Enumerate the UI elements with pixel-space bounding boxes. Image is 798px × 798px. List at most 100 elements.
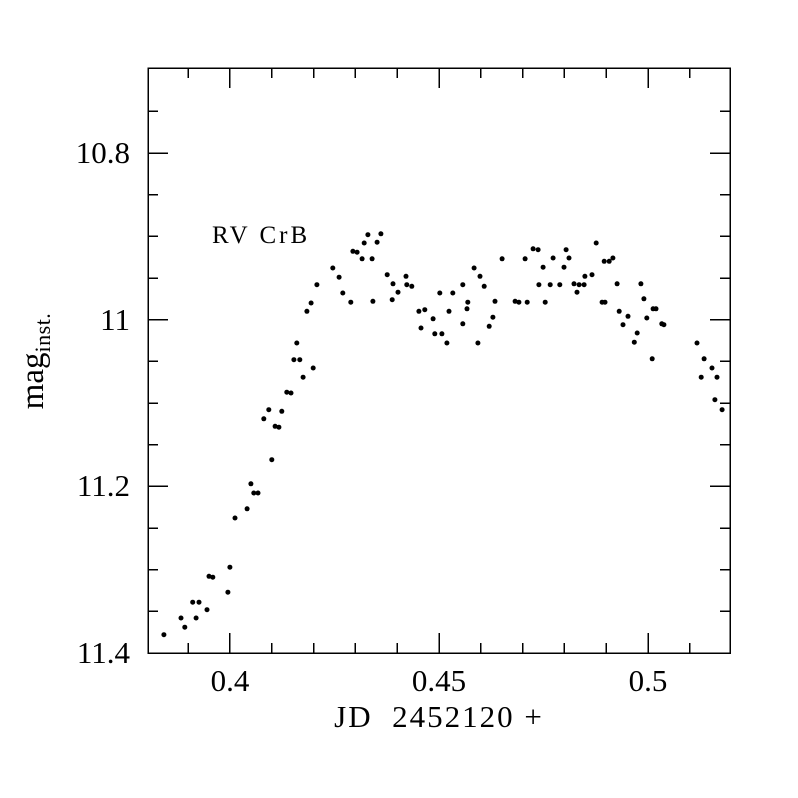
data-point [481,283,487,289]
data-point [304,308,310,314]
data-point [232,515,238,521]
data-point [712,397,718,403]
data-point [266,407,272,413]
data-point [620,322,626,328]
data-point [536,282,542,288]
data-point [561,264,567,270]
data-point [535,247,541,253]
y-axis-title: maginst. [8,261,58,461]
data-point [370,298,376,304]
data-point [291,357,297,363]
data-point [589,272,595,278]
x-tick-label: 0.45 [411,663,467,698]
data-point [416,308,422,314]
data-point [178,615,184,621]
data-point [336,274,342,280]
y-tick-label: 11 [100,301,130,337]
data-point [389,297,395,303]
data-point [641,296,647,302]
data-point [638,281,644,287]
data-point [227,564,233,570]
data-point [581,282,587,288]
data-point [471,265,477,271]
data-point [403,273,409,279]
data-point [574,289,580,295]
data-point [460,321,466,327]
data-point [251,490,257,496]
data-point [649,356,655,362]
data-point [284,389,290,395]
data-point [486,323,492,329]
data-point [566,255,572,261]
data-point [593,240,599,246]
data-point [350,248,356,254]
data-point [369,256,375,262]
data-point [439,331,445,337]
data-point [437,290,443,296]
data-point [450,290,456,296]
star-name-annotation: RV CrB [211,221,311,249]
data-point [354,249,360,255]
data-point [297,357,303,363]
data-point [182,624,188,630]
data-point [314,282,320,288]
data-point [359,256,365,262]
data-point [602,299,608,305]
data-point [310,365,316,371]
data-point [430,316,436,322]
data-point [522,256,528,262]
data-point [204,607,210,613]
data-point [653,306,659,312]
data-point [547,282,553,288]
data-point [374,239,380,245]
x-tick-label: 0.5 [628,663,668,698]
data-point [444,340,450,346]
data-point [714,374,720,380]
data-point [661,322,667,328]
data-point [248,481,254,487]
data-point [272,423,278,429]
data-point [365,232,371,238]
data-point [279,408,285,414]
data-point [340,290,346,296]
data-point [610,255,616,261]
x-tick-label: 0.4 [210,663,250,698]
data-point [631,339,637,345]
data-point [524,299,530,305]
data-point [225,589,231,595]
data-point [330,265,336,271]
y-tick-label: 10.8 [75,135,130,170]
data-point [709,365,715,371]
data-point [719,407,725,413]
data-point [294,340,300,346]
data-point [701,356,707,362]
data-point [460,282,466,288]
data-point [210,574,216,580]
data-point [464,306,470,312]
data-point [161,632,167,638]
data-point [300,374,306,380]
data-point [512,298,518,304]
data-point [475,340,481,346]
data-point [404,282,410,288]
data-point [422,307,428,313]
data-point [361,240,367,246]
data-point [269,457,275,463]
data-point [244,506,250,512]
data-point [557,282,563,288]
data-point [255,490,261,496]
data-point [432,331,438,337]
data-point [288,390,294,396]
data-point [576,282,582,288]
data-point [193,615,199,621]
data-point [634,330,640,336]
data-point [606,258,612,264]
data-point [206,573,212,579]
data-point [409,283,415,289]
y-tick-label: 11.4 [76,635,130,670]
data-point [446,308,452,314]
data-point [418,325,424,331]
data-point [492,298,498,304]
